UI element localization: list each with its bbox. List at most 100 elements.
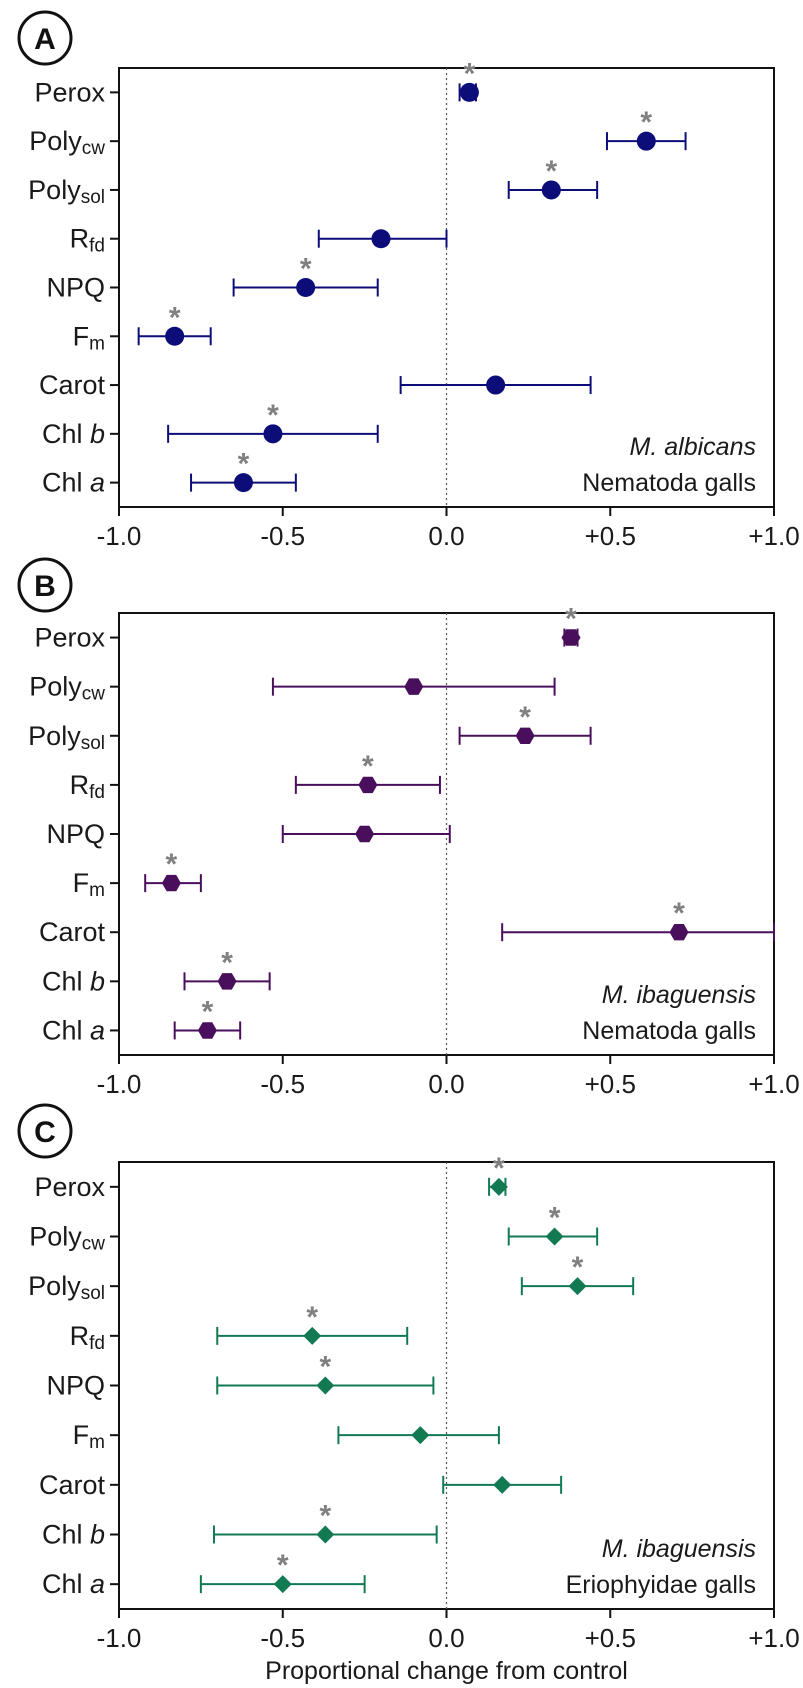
y-tick-label: Carot bbox=[39, 1470, 106, 1500]
data-point-diamond bbox=[303, 1326, 322, 1345]
data-row: Polysol * bbox=[28, 155, 599, 208]
panel-c: C -1.0 -0.5 0.0 +0.5 +1.0 Proportional change … bbox=[17, 1103, 800, 1685]
y-tick-label: Polycw bbox=[29, 1222, 105, 1255]
data-row: Polycw bbox=[29, 672, 556, 705]
significance-star: * bbox=[572, 1251, 584, 1284]
data-point-circle bbox=[486, 375, 506, 395]
panel-letter: B bbox=[34, 570, 56, 603]
data-point-circle bbox=[165, 326, 185, 346]
data-point-diamond bbox=[316, 1376, 335, 1395]
y-tick-label: Perox bbox=[34, 1172, 105, 1202]
significance-star: * bbox=[673, 897, 685, 930]
y-tick-label: Rfd bbox=[70, 224, 105, 257]
data-point-hexagon bbox=[404, 678, 424, 695]
y-tick-label: Rfd bbox=[70, 770, 105, 803]
data-point-circle bbox=[541, 180, 561, 200]
data-point-diamond bbox=[316, 1525, 335, 1544]
y-tick-label: Polysol bbox=[28, 1271, 105, 1304]
y-tick-label: Polycw bbox=[29, 126, 105, 159]
data-point-hexagon bbox=[161, 874, 181, 892]
panel-letter: A bbox=[34, 23, 56, 56]
significance-star: * bbox=[267, 399, 279, 432]
x-tick-label: +1.0 bbox=[748, 521, 799, 551]
x-tick-label: 0.0 bbox=[428, 1069, 464, 1099]
x-tick-label: -1.0 bbox=[97, 1623, 142, 1653]
data-point-hexagon bbox=[197, 1022, 217, 1039]
significance-star: * bbox=[464, 57, 476, 90]
y-tick-label: Polysol bbox=[28, 721, 105, 754]
data-row: Polycw * bbox=[29, 1202, 599, 1255]
y-tick-label: Chl a bbox=[42, 468, 105, 498]
data-point-diamond bbox=[273, 1575, 292, 1594]
y-tick-label: Carot bbox=[39, 370, 106, 400]
data-point-hexagon bbox=[355, 825, 375, 843]
data-point-diamond bbox=[489, 1177, 508, 1196]
y-tick-label: NPQ bbox=[46, 819, 105, 849]
y-tick-label: Chl a bbox=[42, 1015, 105, 1045]
data-row: Fm * bbox=[73, 301, 212, 354]
y-tick-label: Polycw bbox=[29, 672, 105, 705]
x-tick-label: +0.5 bbox=[585, 1623, 636, 1653]
panel-letter-badge bbox=[17, 557, 73, 613]
annotation-gall-type: Nematoda galls bbox=[582, 1017, 756, 1045]
data-point-hexagon bbox=[358, 776, 378, 794]
data-point-hexagon bbox=[217, 973, 237, 990]
significance-star: * bbox=[565, 603, 577, 636]
data-point-circle bbox=[296, 278, 316, 297]
significance-star: * bbox=[319, 1500, 331, 1533]
data-point-circle bbox=[263, 424, 283, 444]
x-tick-label: -0.5 bbox=[260, 521, 305, 551]
y-tick-label: Fm bbox=[73, 1420, 105, 1453]
data-row: NPQ * bbox=[46, 253, 379, 303]
data-row: Chl b * bbox=[42, 1500, 438, 1550]
significance-star: * bbox=[640, 106, 652, 139]
y-tick-label: Chl b bbox=[42, 1520, 105, 1550]
y-tick-label: Chl b bbox=[42, 966, 105, 996]
data-row: Polysol * bbox=[28, 1251, 635, 1304]
significance-star: * bbox=[166, 848, 178, 881]
data-row: Perox * bbox=[34, 1152, 508, 1202]
x-tick-label: +0.5 bbox=[585, 1069, 636, 1099]
panel-a: A -1.0 -0.5 0.0 +0.5 +1.0 M. albicans Nematoda … bbox=[17, 10, 800, 551]
significance-star: * bbox=[306, 1301, 318, 1334]
annotation-gall-type: Eriophyidae galls bbox=[566, 1571, 756, 1599]
panel-b: B -1.0 -0.5 0.0 +0.5 +1.0 M. ibaguensis Nematod… bbox=[17, 557, 800, 1099]
x-tick-label: -0.5 bbox=[260, 1069, 305, 1099]
x-tick-label: -0.5 bbox=[260, 1623, 305, 1653]
data-row: Chl b * bbox=[42, 399, 379, 449]
data-row: Fm * bbox=[73, 848, 202, 901]
significance-star: * bbox=[545, 155, 557, 188]
y-tick-label: Rfd bbox=[70, 1321, 105, 1354]
y-tick-label: Polysol bbox=[28, 175, 105, 208]
y-tick-label: NPQ bbox=[46, 273, 105, 303]
x-tick-label: -1.0 bbox=[97, 1069, 142, 1099]
y-tick-label: Fm bbox=[73, 868, 105, 901]
significance-star: * bbox=[362, 750, 374, 783]
data-point-diamond bbox=[411, 1426, 430, 1445]
data-row: Polycw * bbox=[29, 106, 687, 159]
significance-star: * bbox=[493, 1152, 505, 1185]
data-row: Polysol * bbox=[28, 701, 592, 754]
data-point-diamond bbox=[493, 1475, 512, 1494]
data-row: NPQ bbox=[46, 819, 451, 849]
data-row: Chl a * bbox=[42, 995, 242, 1045]
significance-star: * bbox=[300, 253, 312, 286]
data-row: Rfd * bbox=[70, 1301, 409, 1354]
significance-star: * bbox=[202, 995, 214, 1028]
x-axis-title: Proportional change from control bbox=[265, 1657, 628, 1685]
x-tick-label: +0.5 bbox=[585, 521, 636, 551]
significance-star: * bbox=[169, 301, 181, 334]
panel-letter-badge bbox=[17, 1103, 73, 1159]
data-point-circle bbox=[371, 229, 391, 249]
data-point-circle bbox=[636, 131, 656, 151]
significance-star: * bbox=[549, 1202, 561, 1235]
y-tick-label: Perox bbox=[34, 623, 105, 653]
annotation-gall-type: Nematoda galls bbox=[582, 469, 756, 497]
y-tick-label: Carot bbox=[39, 917, 106, 947]
y-tick-label: Fm bbox=[73, 321, 105, 354]
data-row: Chl a * bbox=[42, 1549, 366, 1599]
x-tick-label: +1.0 bbox=[748, 1623, 799, 1653]
significance-star: * bbox=[519, 701, 531, 734]
data-row: Carot bbox=[39, 1470, 563, 1500]
